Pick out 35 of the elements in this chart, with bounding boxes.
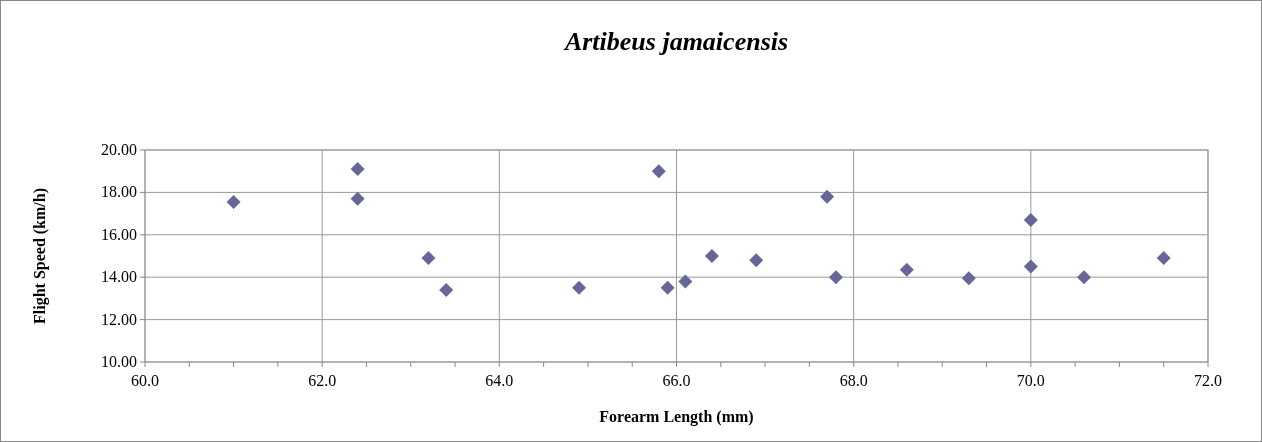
- point: [678, 274, 693, 289]
- y-tick-label: 20.00: [101, 141, 137, 158]
- y-tick-label: 12.00: [101, 310, 137, 328]
- point: [439, 282, 454, 297]
- x-tick-label: 68.0: [839, 372, 868, 389]
- point: [350, 191, 365, 206]
- point: [1076, 270, 1091, 285]
- point: [660, 280, 675, 295]
- point: [704, 249, 719, 263]
- point: [1023, 212, 1038, 227]
- point: [961, 271, 976, 286]
- x-tick-label: 66.0: [662, 372, 691, 389]
- point: [749, 253, 764, 268]
- y-tick-label: 16.00: [101, 225, 137, 243]
- x-tick-label: 72.0: [1194, 372, 1222, 389]
- x-tick-label: 64.0: [485, 372, 514, 389]
- chart-title: Artibeus jamaicensis: [562, 27, 789, 56]
- point: [421, 251, 436, 266]
- point: [651, 164, 666, 179]
- x-tick-label: 62.0: [308, 372, 337, 389]
- x-tick-label: 70.0: [1016, 372, 1045, 389]
- y-tick-label: 10.00: [101, 353, 137, 370]
- y-tick-label: 18.00: [101, 183, 137, 201]
- x-axis-title: Forearm Length (mm): [599, 408, 754, 426]
- point: [1156, 251, 1171, 266]
- point: [820, 189, 835, 204]
- point: [572, 280, 587, 295]
- point: [828, 270, 843, 285]
- y-axis-title: Flight Speed (km/h): [31, 187, 49, 325]
- point: [899, 262, 914, 277]
- y-tick-label: 14.00: [101, 268, 137, 286]
- point: [1023, 259, 1038, 274]
- point: [350, 162, 365, 177]
- point: [226, 194, 241, 209]
- x-tick-label: 60.0: [131, 372, 159, 389]
